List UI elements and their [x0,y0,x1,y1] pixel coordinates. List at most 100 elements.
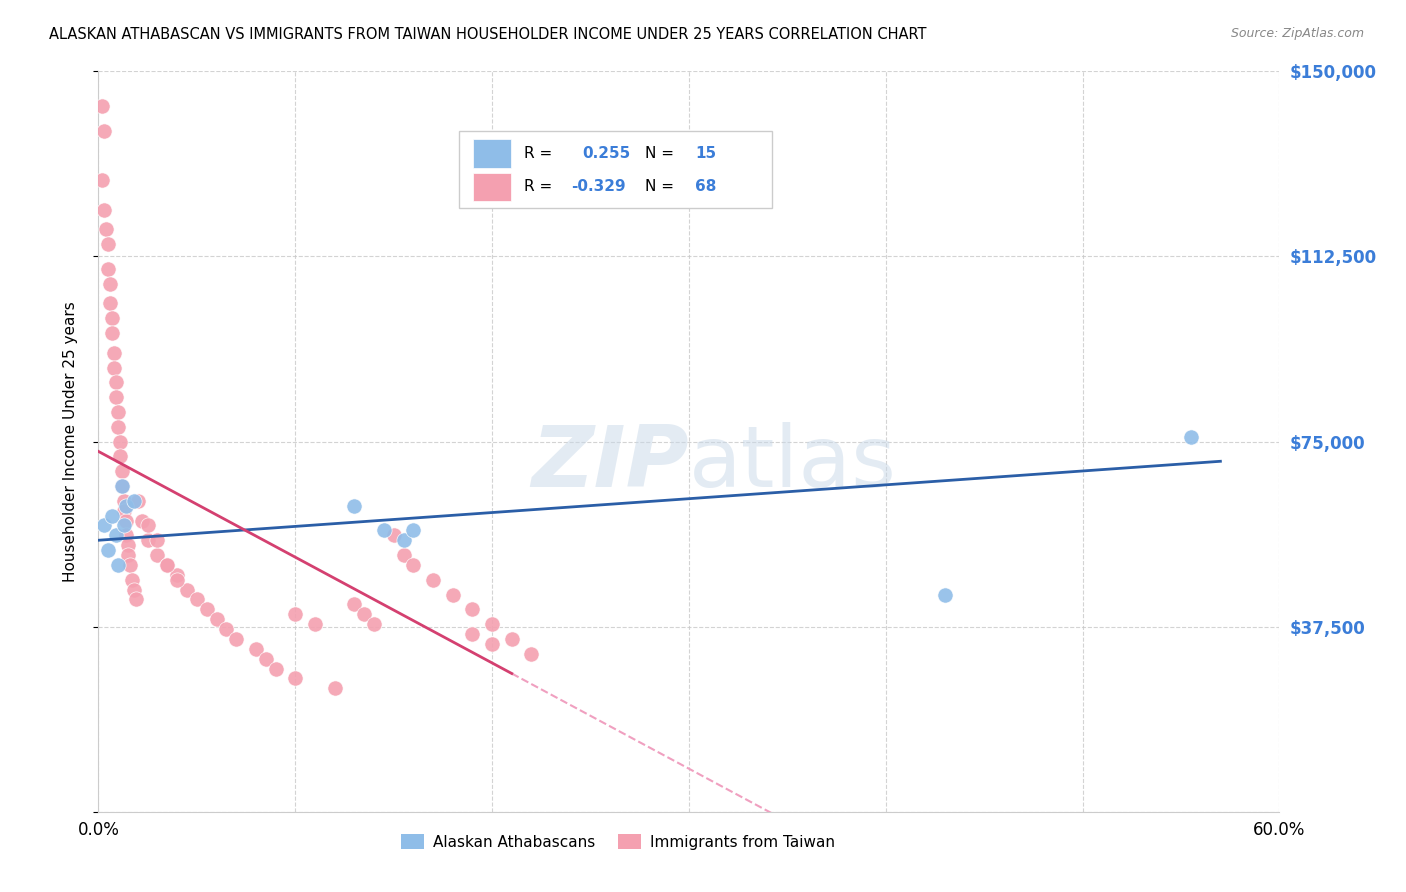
Text: atlas: atlas [689,422,897,505]
Point [91,173,114,187]
Point [146,548,169,562]
Text: ZIP: ZIP [531,422,689,505]
Point [117,548,139,562]
Point [156,558,179,572]
Point [107,405,129,419]
Point [101,311,124,326]
Point [402,558,425,572]
Point [520,647,543,661]
Point [166,567,188,582]
Point [422,573,444,587]
Point [146,533,169,548]
Point [118,558,141,572]
Point [343,598,366,612]
Point [112,503,135,517]
Text: R =: R = [523,179,557,194]
Point [91,99,114,113]
Point [125,592,148,607]
Point [131,514,153,528]
Point [501,632,523,646]
Point [156,558,179,572]
Point [122,582,145,597]
Point [481,617,503,632]
Point [382,528,405,542]
Legend: Alaskan Athabascans, Immigrants from Taiwan: Alaskan Athabascans, Immigrants from Tai… [395,828,841,856]
Point [284,607,307,622]
Point [111,464,134,478]
Point [205,612,228,626]
Text: ALASKAN ATHABASCAN VS IMMIGRANTS FROM TAIWAN HOUSEHOLDER INCOME UNDER 25 YEARS C: ALASKAN ATHABASCAN VS IMMIGRANTS FROM TA… [49,27,927,42]
Point [103,360,125,375]
Point [111,479,134,493]
Text: 0.255: 0.255 [582,146,631,161]
Point [461,602,484,616]
FancyBboxPatch shape [472,139,510,168]
Point [441,588,464,602]
Point [186,592,208,607]
FancyBboxPatch shape [458,130,772,209]
Point [93,123,115,137]
Point [215,622,238,636]
Point [195,602,218,616]
Point [934,588,956,602]
Point [115,528,138,542]
Point [402,524,425,538]
Y-axis label: Householder Income Under 25 years: Householder Income Under 25 years [63,301,77,582]
Point [105,528,128,542]
Point [107,419,129,434]
Point [122,493,145,508]
Point [245,641,267,656]
Text: Source: ZipAtlas.com: Source: ZipAtlas.com [1230,27,1364,40]
Point [108,450,131,464]
Text: R =: R = [523,146,561,161]
Point [112,518,135,533]
Point [323,681,346,696]
Point [121,573,143,587]
Point [108,434,131,449]
Point [481,637,503,651]
Point [304,617,326,632]
Point [115,499,138,513]
Point [105,376,128,390]
Point [101,508,124,523]
Point [254,651,277,665]
Point [93,518,115,533]
Point [103,345,125,359]
Point [392,548,415,562]
Point [97,237,120,252]
Text: 68: 68 [695,179,716,194]
Point [166,573,188,587]
Point [392,533,415,548]
Point [111,479,134,493]
Point [127,493,149,508]
Point [353,607,375,622]
Point [136,533,159,548]
Point [284,672,307,686]
Point [264,662,287,676]
Point [373,524,395,538]
Text: 15: 15 [695,146,716,161]
Point [97,543,120,558]
Point [115,514,138,528]
Point [136,518,159,533]
Point [117,538,139,552]
Point [93,202,115,217]
Point [461,627,484,641]
Point [225,632,247,646]
Point [98,296,121,310]
Point [107,558,129,572]
Point [112,493,135,508]
Point [363,617,385,632]
Point [105,390,128,404]
Point [101,326,124,340]
Text: N =: N = [645,179,679,194]
Point [343,499,366,513]
Point [98,277,121,291]
Point [176,582,198,597]
Text: N =: N = [645,146,679,161]
Text: -0.329: -0.329 [571,179,626,194]
Point [97,261,120,276]
Point [96,222,118,236]
FancyBboxPatch shape [472,173,510,201]
Point [1180,429,1202,443]
